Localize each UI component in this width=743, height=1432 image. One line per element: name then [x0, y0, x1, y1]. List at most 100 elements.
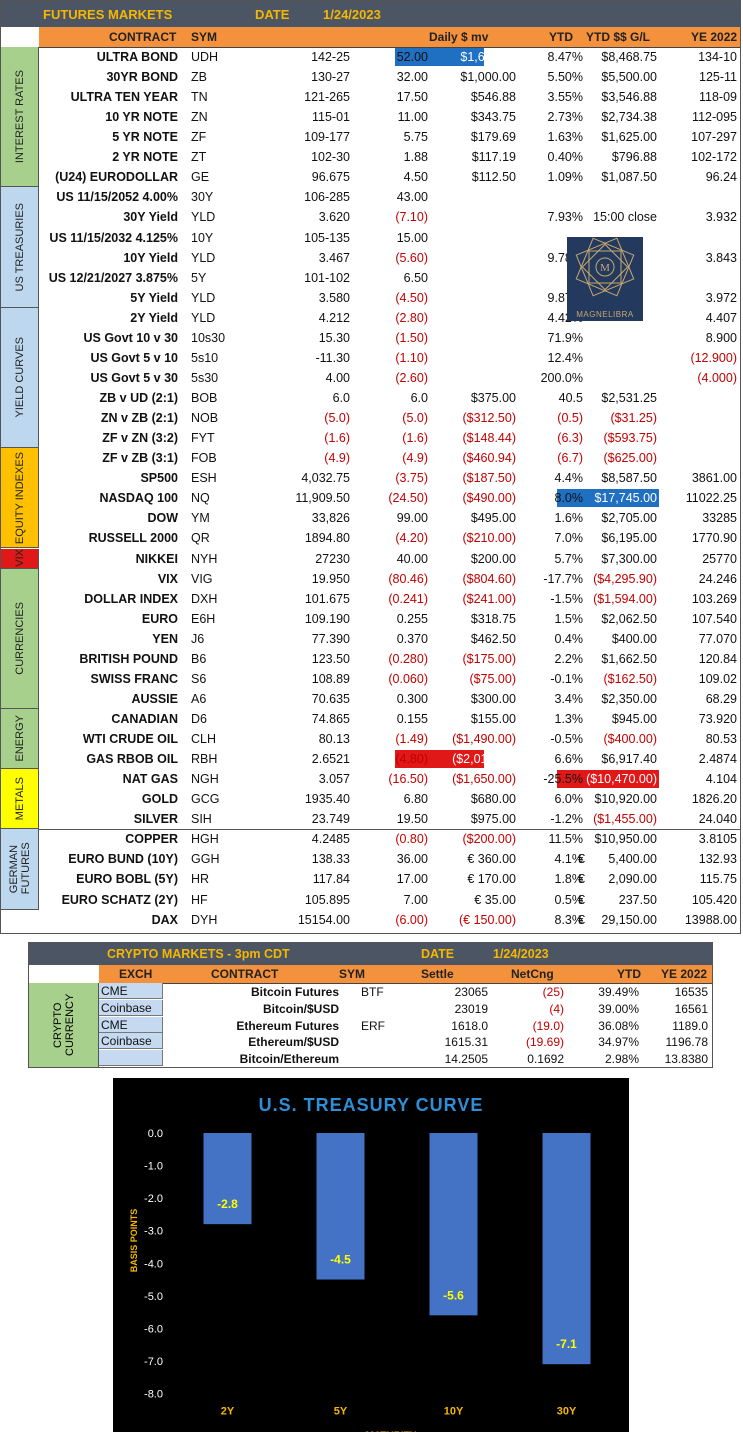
cell-change: (4.9) — [402, 451, 428, 466]
table-row: NAT GAS NGH 3.057 (16.50) ($1,650.00) -25.5%(… — [39, 769, 740, 789]
section-label-german-futures: GERMAN FUTURES — [1, 829, 39, 910]
cell-change: 6.50 — [403, 270, 428, 285]
cell-sym: NQ — [191, 491, 210, 506]
table-row: NIKKEI NYH 27230 40.00 $200.00 5.7% $7,300.00 2… — [39, 549, 740, 569]
cell-ye2022: 109.02 — [698, 671, 737, 686]
cell-ytd: 1.5% — [554, 611, 584, 626]
cell-ye2022: 16535 — [674, 985, 708, 999]
cell-contract: 10 YR NOTE — [105, 110, 178, 125]
cell-sym: 5s10 — [191, 350, 219, 365]
cell-netchange: 0.1692 — [527, 1052, 564, 1067]
cell-ytd: (0.5) — [557, 411, 583, 426]
cell-sym: J6 — [191, 631, 205, 646]
cell-last: 121-265 — [304, 90, 350, 105]
cell-daily-mv: $1,625.00 — [460, 50, 516, 64]
cell-contract: Bitcoin Futures — [250, 985, 339, 999]
cell-ye2022: 1189.0 — [672, 1018, 708, 1033]
cell-contract: SP500 — [140, 471, 178, 486]
cell-ytd-gl: $8,468.75 — [601, 50, 657, 64]
data-label: -4.5 — [330, 1253, 351, 1267]
col-sym: SYM — [191, 30, 218, 44]
cell-change: (24.50) — [388, 491, 428, 506]
section-label-metals: METALS — [1, 769, 39, 830]
section-label-text: US TREASURIES — [13, 202, 26, 292]
col-ye: YE 2022 — [691, 30, 738, 44]
cell-contract: GAS RBOB OIL — [86, 752, 178, 767]
cell-settle: 14.2505 — [444, 1052, 488, 1067]
cell-ytd: 39.00% — [598, 1001, 639, 1016]
cell-ytd-gl: $2,734.38 — [601, 110, 657, 125]
cell-ye2022: 96.24 — [705, 170, 737, 185]
cell-ye2022: 16561 — [674, 1001, 708, 1016]
cell-contract: 5Y Yield — [130, 290, 178, 305]
cell-sym: A6 — [191, 691, 207, 706]
cell-contract: GOLD — [141, 792, 178, 807]
cell-last: 1935.40 — [304, 792, 350, 807]
table-row: 30Y Yield YLD 3.620 (7.10) 7.93% 15:00 close 3… — [39, 207, 740, 227]
cell-sym: FYT — [191, 431, 215, 446]
y-tick-label: -8.0 — [144, 1389, 163, 1401]
cell-ytd-gl: ($625.00) — [603, 451, 657, 466]
cell-ytd: -1.2% — [550, 812, 583, 827]
cell-change: (1.6) — [402, 431, 428, 446]
cell-contract: 30YR BOND — [106, 70, 178, 85]
cell-change: 52.00 — [396, 50, 428, 64]
cell-ytd: 7.93% — [547, 210, 583, 225]
cell-contract: US Govt 10 v 30 — [83, 330, 179, 345]
cell-ye2022: 103.269 — [691, 591, 737, 606]
cell-last: -11.30 — [315, 350, 350, 365]
table-row: GOLD GCG 1935.40 6.80 $680.00 6.0% $10,920.00 1… — [39, 789, 740, 809]
cell-ye2022: 11022.25 — [685, 491, 737, 506]
table-row: 5 YR NOTE ZF 109-177 5.75 $179.69 1.63% $1,625… — [39, 127, 740, 147]
cell-sym: ZN — [191, 110, 208, 125]
cell-ytd: 39.49% — [598, 985, 639, 999]
cell-ytd: 8.0% — [554, 491, 584, 506]
section-label-text: VIX — [13, 549, 26, 567]
cell-sym: 10s30 — [191, 330, 226, 345]
cell-settle: 23065 — [454, 985, 488, 999]
cell-ytd-gl: $2,350.00 — [601, 691, 657, 706]
cell-ye2022: 33285 — [702, 511, 737, 526]
cell-daily-mv: $680.00 — [470, 792, 516, 807]
y-tick-label: -3.0 — [144, 1226, 163, 1238]
table-row: ULTRA BOND UDH 142-25 52.00 $1,625.00 8.47% $8… — [39, 47, 740, 67]
cell-contract: Bitcoin/Ethereum — [239, 1052, 339, 1067]
section-label-text: CURRENCIES — [13, 601, 26, 675]
cell-ytd-gl: 29,150.00 — [601, 912, 657, 927]
cell-daily-mv: ($2,016.00) — [452, 752, 516, 767]
cell-last: 106-285 — [304, 190, 350, 205]
cell-sym: HGH — [191, 832, 219, 847]
cell-daily-mv: ($1,490.00) — [452, 732, 516, 747]
table-row: Coinbase Ethereum/$USD 1615.31 (19.69) 34.97… — [99, 1033, 712, 1050]
cell-ye2022: 115.75 — [699, 872, 737, 887]
cell-ytd: 0.5% — [554, 892, 584, 907]
cell-change: (7.10) — [395, 210, 428, 225]
cell-ye2022: 1770.90 — [691, 531, 737, 546]
cell-ytd: 4.4% — [554, 471, 584, 486]
cell-ytd: 36.08% — [598, 1018, 639, 1033]
cell-change: 6.80 — [403, 792, 428, 807]
cell-ye2022: 3861.00 — [691, 471, 737, 486]
cell-daily-mv: ($210.00) — [462, 531, 516, 546]
cell-ytd-gl: $1,087.50 — [601, 170, 657, 185]
table-row: EURO BOBL (5Y) HR 117.84 17.00 € 170.00 1.8% €… — [39, 869, 740, 889]
cell-ye2022: 107.540 — [691, 611, 737, 626]
x-tick-label: 5Y — [334, 1406, 348, 1418]
cell-sym: DXH — [191, 591, 218, 606]
table-row: Bitcoin/Ethereum 14.2505 0.1692 2.98% 13.838… — [99, 1050, 712, 1067]
y-tick-label: -7.0 — [144, 1356, 163, 1368]
cell-contract: EURO — [141, 611, 178, 626]
crypto-col-chg: NetCng — [511, 967, 554, 981]
cell-last: 80.13 — [318, 732, 350, 747]
table-row: US 11/15/2052 4.00% 30Y 106-285 43.00 — [39, 187, 740, 207]
chart-svg: U.S. TREASURY CURVE 0.0 -1.0 -2.0 -3.0 -4.0 -5… — [129, 1095, 591, 1432]
cell-last: 3.620 — [318, 210, 350, 225]
section-label-us-treasuries: US TREASURIES — [1, 187, 39, 308]
cell-ytd: -0.5% — [550, 732, 583, 747]
cell-ytd: (6.3) — [557, 431, 583, 446]
cell-contract: NIKKEI — [135, 551, 178, 566]
cell-ye2022: 3.932 — [705, 210, 737, 225]
cell-daily-mv: $546.88 — [470, 90, 516, 105]
cell-last: 4.2485 — [311, 832, 350, 847]
cell-change: 0.300 — [396, 691, 428, 706]
